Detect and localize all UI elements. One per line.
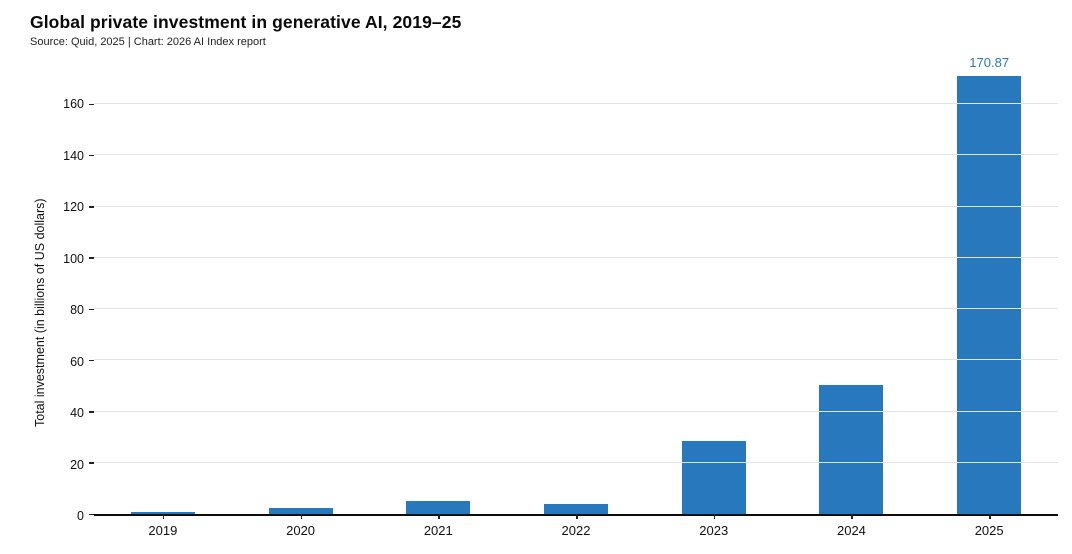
y-tick-mark [89, 154, 94, 157]
gridline [94, 103, 1058, 105]
bar-column-2022: 2022 [507, 58, 645, 538]
y-tick-mark [89, 308, 94, 311]
x-tick-mark [438, 514, 440, 519]
y-tick-label: 160 [63, 97, 84, 112]
bar-value-label: 170.87 [969, 55, 1010, 71]
x-tick-label: 2023 [699, 523, 729, 538]
y-tick-mark [89, 359, 94, 362]
y-tick-mark [89, 411, 94, 413]
y-tick-label: 120 [63, 200, 84, 215]
bar-column-2024: 2024 [783, 58, 921, 538]
bar-column-2025: 170.87 2025 [920, 55, 1058, 538]
y-tick-label: 80 [70, 303, 84, 318]
x-tick-label: 2025 [974, 523, 1004, 538]
x-tick-label: 2024 [836, 523, 866, 538]
y-tick-labels: 0 20 40 60 80 100 120 140 160 [50, 58, 84, 523]
gridline [94, 410, 1058, 412]
x-tick-label: 2022 [561, 523, 591, 538]
gridline [94, 154, 1058, 156]
x-tick-mark [989, 514, 991, 519]
x-tick-label: 2020 [286, 523, 316, 538]
y-tick-label: 20 [70, 457, 84, 472]
bar-column-2021: 2021 [369, 58, 507, 538]
chart-source: Source: Quid, 2025 | Chart: 2026 AI Inde… [30, 36, 266, 48]
y-tick-label: 100 [63, 251, 84, 266]
bar-2019 [130, 511, 195, 514]
bar-2025 [957, 76, 1022, 514]
gridline [94, 256, 1058, 258]
x-tick-mark [300, 514, 303, 519]
y-tick-label: 60 [70, 354, 84, 369]
bar-2020 [268, 508, 333, 514]
y-tick-label: 140 [63, 148, 84, 163]
bar-2023 [681, 441, 746, 514]
bar-column-2019: 2019 [94, 58, 232, 538]
bars-container: 2019 2020 2021 2022 2023 2024 170.87 2025 [94, 55, 1058, 538]
plot-wrap: 0 20 40 60 80 100 120 140 160 2019 2020 2021 2022 20… [50, 52, 1072, 548]
chart-title: Global private investment in generative … [30, 12, 462, 32]
plot-area: 2019 2020 2021 2022 2023 2024 170.87 2025 [89, 55, 1058, 538]
y-tick-mark [89, 462, 94, 464]
bar-column-2020: 2020 [232, 58, 370, 538]
y-axis-label: Total investment (in billions of US doll… [33, 198, 47, 428]
y-tick-mark [89, 513, 94, 515]
bar-2022 [544, 503, 609, 514]
x-tick-mark [713, 514, 716, 519]
chart-area: Total investment (in billions of US doll… [30, 52, 1072, 548]
gridline [94, 205, 1058, 207]
bar-2021 [406, 500, 471, 514]
x-tick-mark [576, 514, 578, 519]
bar-2024 [819, 384, 884, 514]
gridline [94, 308, 1058, 310]
y-tick-mark [89, 206, 94, 208]
x-tick-mark [851, 514, 853, 519]
gridline [94, 359, 1058, 361]
y-tick-mark [89, 257, 94, 259]
y-tick-label: 40 [70, 406, 84, 421]
y-tick-mark [89, 103, 94, 106]
bar-column-2023: 2023 [645, 58, 783, 538]
gridline [94, 461, 1058, 463]
x-tick-label: 2019 [148, 523, 178, 538]
y-tick-label: 0 [77, 509, 84, 523]
x-tick-label: 2021 [423, 523, 453, 538]
x-tick-mark [162, 514, 165, 519]
